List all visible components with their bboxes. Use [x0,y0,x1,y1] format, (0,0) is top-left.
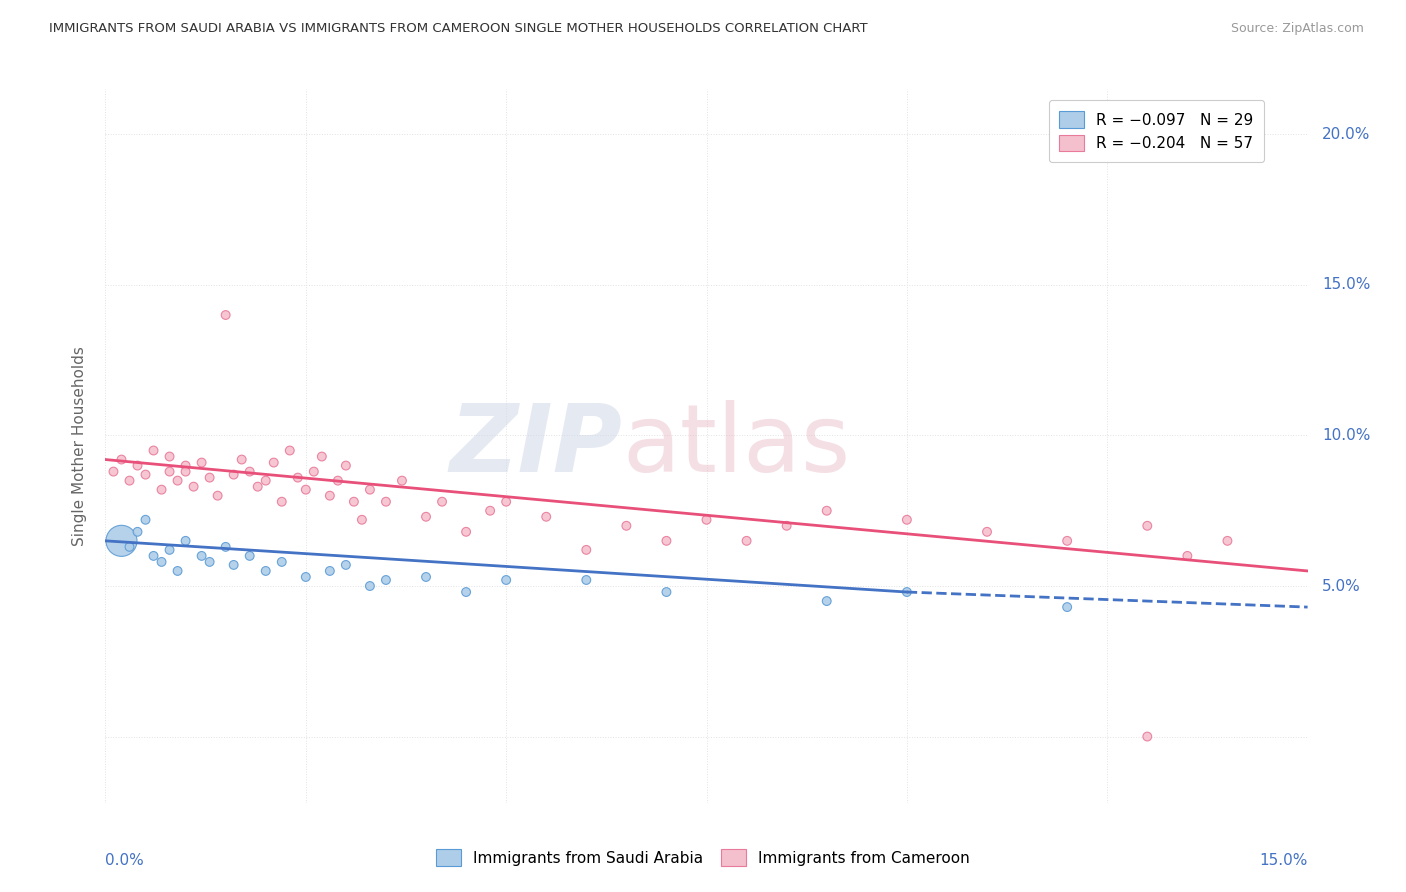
Point [174,465,197,479]
Point [976,524,998,539]
Point [655,585,678,599]
Point [207,489,229,503]
Point [231,452,253,467]
Text: Source: ZipAtlas.com: Source: ZipAtlas.com [1230,22,1364,36]
Point [319,564,342,578]
Point [1216,533,1239,548]
Point [254,474,277,488]
Point [159,465,181,479]
Legend: Immigrants from Saudi Arabia, Immigrants from Cameroon: Immigrants from Saudi Arabia, Immigrants… [429,842,977,873]
Legend: R = −0.097   N = 29, R = −0.204   N = 57: R = −0.097 N = 29, R = −0.204 N = 57 [1049,101,1264,162]
Point [454,585,477,599]
Text: 20.0%: 20.0% [1322,127,1371,142]
Point [616,518,638,533]
Point [326,474,349,488]
Point [350,513,373,527]
Point [415,509,437,524]
Point [374,494,398,508]
Point [415,570,437,584]
Point [575,573,598,587]
Y-axis label: Single Mother Households: Single Mother Households [72,346,87,546]
Text: ZIP: ZIP [450,400,623,492]
Point [174,533,197,548]
Point [1056,600,1078,615]
Point [735,533,758,548]
Point [150,555,173,569]
Point [127,458,149,473]
Text: 10.0%: 10.0% [1322,428,1371,443]
Point [278,443,301,458]
Point [343,494,366,508]
Point [655,533,678,548]
Point [110,452,132,467]
Point [142,443,165,458]
Point [159,542,181,557]
Text: IMMIGRANTS FROM SAUDI ARABIA VS IMMIGRANTS FROM CAMEROON SINGLE MOTHER HOUSEHOLD: IMMIGRANTS FROM SAUDI ARABIA VS IMMIGRAN… [49,22,868,36]
Point [815,504,838,518]
Point [190,549,212,563]
Point [174,458,197,473]
Point [118,474,141,488]
Point [254,564,277,578]
Point [135,467,157,482]
Point [222,467,245,482]
Point [110,533,132,548]
Point [127,524,149,539]
Point [118,540,141,554]
Point [239,465,262,479]
Point [479,504,502,518]
Point [1136,730,1159,744]
Point [239,549,262,563]
Point [896,585,918,599]
Point [270,494,292,508]
Text: atlas: atlas [623,400,851,492]
Point [166,564,188,578]
Point [198,470,221,484]
Point [495,573,517,587]
Point [359,483,381,497]
Point [495,494,517,508]
Text: 5.0%: 5.0% [1322,579,1361,593]
Point [246,480,269,494]
Point [295,483,318,497]
Text: 15.0%: 15.0% [1260,853,1308,868]
Point [374,573,398,587]
Point [302,465,325,479]
Point [1177,549,1199,563]
Point [103,465,125,479]
Point [222,558,245,572]
Point [150,483,173,497]
Point [776,518,799,533]
Point [359,579,381,593]
Point [159,450,181,464]
Text: 0.0%: 0.0% [105,853,145,868]
Text: 15.0%: 15.0% [1322,277,1371,293]
Point [295,570,318,584]
Point [166,474,188,488]
Point [311,450,333,464]
Point [1056,533,1078,548]
Point [214,308,236,322]
Point [135,513,157,527]
Point [1136,518,1159,533]
Point [319,489,342,503]
Point [696,513,718,527]
Point [263,456,285,470]
Point [896,513,918,527]
Point [575,542,598,557]
Point [534,509,557,524]
Point [815,594,838,608]
Point [335,458,357,473]
Point [198,555,221,569]
Point [287,470,309,484]
Point [183,480,205,494]
Point [142,549,165,563]
Point [335,558,357,572]
Point [391,474,413,488]
Point [190,456,212,470]
Point [270,555,292,569]
Point [214,540,236,554]
Point [454,524,477,539]
Point [430,494,453,508]
